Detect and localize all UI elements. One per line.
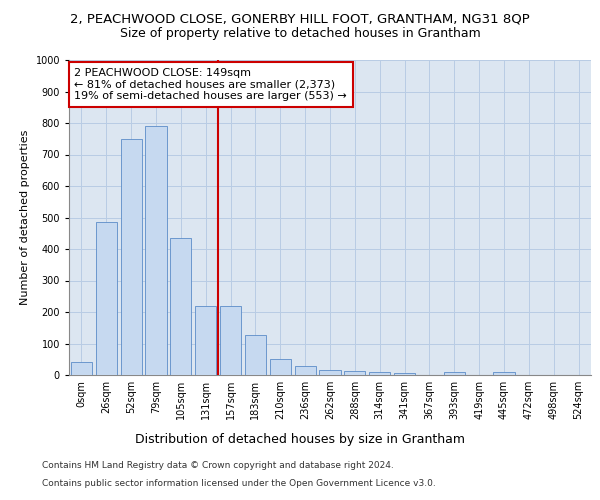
Bar bbox=[170, 238, 191, 375]
Bar bbox=[245, 335, 266, 375]
Bar bbox=[121, 140, 142, 375]
Bar bbox=[394, 374, 415, 375]
Text: 2 PEACHWOOD CLOSE: 149sqm
← 81% of detached houses are smaller (2,373)
19% of se: 2 PEACHWOOD CLOSE: 149sqm ← 81% of detac… bbox=[74, 68, 347, 101]
Bar bbox=[444, 372, 465, 375]
Bar bbox=[145, 126, 167, 375]
Bar bbox=[295, 366, 316, 375]
Text: Distribution of detached houses by size in Grantham: Distribution of detached houses by size … bbox=[135, 432, 465, 446]
Y-axis label: Number of detached properties: Number of detached properties bbox=[20, 130, 30, 305]
Bar bbox=[195, 306, 216, 375]
Bar bbox=[369, 372, 390, 375]
Bar bbox=[71, 362, 92, 375]
Bar bbox=[493, 372, 515, 375]
Bar bbox=[319, 370, 341, 375]
Text: 2, PEACHWOOD CLOSE, GONERBY HILL FOOT, GRANTHAM, NG31 8QP: 2, PEACHWOOD CLOSE, GONERBY HILL FOOT, G… bbox=[70, 12, 530, 26]
Bar bbox=[96, 222, 117, 375]
Bar bbox=[220, 306, 241, 375]
Bar bbox=[270, 359, 291, 375]
Text: Size of property relative to detached houses in Grantham: Size of property relative to detached ho… bbox=[119, 28, 481, 40]
Text: Contains public sector information licensed under the Open Government Licence v3: Contains public sector information licen… bbox=[42, 478, 436, 488]
Text: Contains HM Land Registry data © Crown copyright and database right 2024.: Contains HM Land Registry data © Crown c… bbox=[42, 461, 394, 470]
Bar bbox=[344, 371, 365, 375]
